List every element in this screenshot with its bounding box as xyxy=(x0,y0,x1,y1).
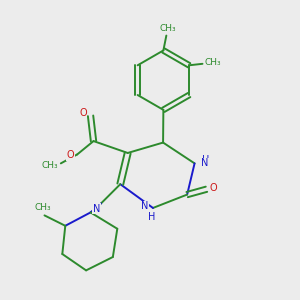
Text: N: N xyxy=(93,204,100,214)
Text: O: O xyxy=(79,108,87,118)
Text: N: N xyxy=(141,202,148,212)
Text: CH₃: CH₃ xyxy=(35,202,51,211)
Text: O: O xyxy=(209,183,217,193)
Text: CH₃: CH₃ xyxy=(205,58,221,67)
Text: CH₃: CH₃ xyxy=(41,161,58,170)
Text: H: H xyxy=(202,155,210,165)
Text: H: H xyxy=(148,212,155,223)
Text: N: N xyxy=(201,158,208,168)
Text: CH₃: CH₃ xyxy=(160,24,176,33)
Text: O: O xyxy=(67,150,74,160)
